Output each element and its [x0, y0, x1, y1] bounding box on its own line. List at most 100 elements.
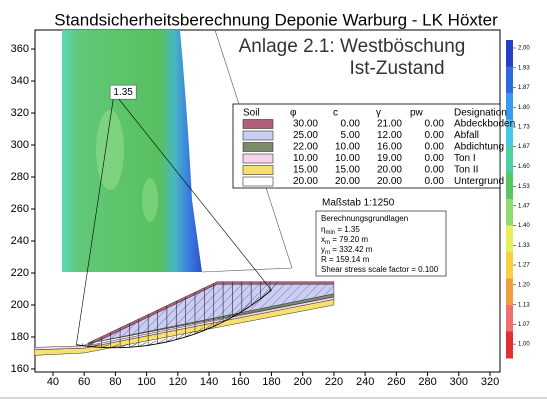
colorbar-label: 2.00 [518, 46, 530, 52]
legend-value: 22.00 [293, 142, 318, 153]
x-tick-label: 60 [78, 376, 90, 388]
legend-entry: Abfall [454, 130, 479, 141]
legend-swatch [242, 176, 274, 187]
info-line: ηmin = 1.35 [321, 225, 360, 235]
colorbar-label: 1.33 [518, 243, 530, 249]
x-tick-label: 240 [356, 376, 374, 388]
info-subscript: m [325, 240, 330, 246]
subtitle: Anlage 2.1: Westböschung [239, 36, 466, 57]
legend-header: Designation [454, 108, 507, 119]
x-tick-label: 180 [262, 376, 280, 388]
info-subscript: min [325, 230, 335, 236]
legend-entry: Abdichtung [454, 142, 504, 153]
x-tick-label: 260 [387, 376, 405, 388]
info-line: ym = 332.42 m [321, 245, 373, 255]
colorbar-label: 1.53 [518, 184, 530, 190]
slice-force [232, 309, 241, 318]
info-line: R = 159.14 m [321, 255, 370, 264]
info-symbol: Shear stress scale factor = 0.100 [321, 265, 439, 274]
colorbar-segment [506, 252, 513, 279]
legend-header: φ [290, 108, 297, 119]
slice-force [194, 327, 203, 335]
legend-value: 30.00 [293, 119, 318, 130]
slice-force [91, 343, 100, 347]
colorbar-label: 1.60 [518, 164, 530, 170]
y-tick-label: 200 [11, 299, 29, 311]
info-line: Shear stress scale factor = 0.100 [321, 265, 439, 274]
info-box [315, 210, 447, 277]
colorbar-segment [506, 146, 513, 173]
slice-force [82, 343, 91, 346]
colorbar-segment [506, 278, 513, 306]
slice-force [204, 323, 213, 331]
scale-label: Maßstab 1:1250 [322, 198, 395, 209]
info-symbol: y [321, 245, 325, 254]
y-tick-label: 340 [11, 75, 29, 87]
colorbar-label: 1.13 [518, 302, 530, 308]
slice-force [148, 340, 157, 346]
colorbar-label: 1.87 [518, 85, 530, 91]
legend-value: 15.00 [335, 165, 360, 176]
legend-value: 0.00 [425, 165, 445, 176]
factor-box [109, 84, 137, 100]
y-tick-label: 160 [11, 363, 29, 375]
info-symbol: x [321, 235, 325, 244]
legend-value: 0.00 [425, 130, 445, 141]
legend-box [232, 103, 501, 189]
legend-value: 12.00 [377, 130, 402, 141]
colorbar-segment [506, 66, 513, 94]
x-tick-label: 160 [231, 376, 249, 388]
colorbar-label: 1.67 [518, 144, 530, 150]
legend-value: 0.00 [425, 142, 445, 153]
colorbar-segment [506, 225, 513, 253]
info-subscript: m [325, 250, 330, 256]
x-tick-label: 220 [325, 376, 343, 388]
radius-line [113, 92, 272, 291]
legend-value: 16.00 [377, 142, 402, 153]
legend-value: 10.00 [335, 153, 360, 164]
y-tick-label: 240 [11, 235, 29, 247]
chart-title: Standsicherheitsberechnung Deponie Warbu… [54, 10, 498, 29]
legend-value: 5.00 [341, 130, 361, 141]
legend-entry: Untergrund [454, 176, 504, 187]
slice-force [185, 330, 194, 338]
slice-force [241, 303, 250, 312]
legend-value: 0.00 [425, 119, 445, 130]
colorbar-segment [506, 199, 513, 226]
x-tick-label: 140 [200, 376, 218, 388]
legend-swatch [242, 130, 274, 141]
legend-value: 21.00 [377, 119, 402, 130]
legend-value: 10.00 [293, 153, 318, 164]
slice-force [129, 343, 138, 348]
soil-hatch [96, 284, 334, 342]
radius-line [76, 93, 115, 345]
colorbar-label: 1.00 [518, 342, 530, 348]
colorbar-label: 1.73 [518, 125, 530, 131]
slice-force [251, 296, 260, 306]
colorbar-label: 1.07 [518, 322, 530, 328]
x-tick-label: 200 [294, 376, 312, 388]
colorbar-segment [506, 331, 513, 359]
slice-force [222, 314, 232, 323]
subtitle: Ist-Zustand [349, 58, 444, 79]
slice-force [110, 344, 119, 348]
legend-value: 25.00 [293, 130, 318, 141]
info-value: = 159.14 m [327, 255, 370, 264]
info-symbol: R [321, 255, 327, 264]
legend-value: 20.00 [377, 176, 402, 187]
x-tick-label: 40 [47, 376, 59, 388]
legend-value: 0.00 [425, 176, 445, 187]
colorbar-segment [506, 93, 513, 120]
y-tick-label: 300 [11, 139, 29, 151]
legend-value: 20.00 [377, 165, 402, 176]
colorbar-label: 1.80 [518, 105, 530, 111]
x-tick-label: 120 [169, 376, 187, 388]
factor-label: 1.35 [113, 87, 133, 98]
legend-swatch [242, 165, 274, 175]
soil-layer [87, 281, 335, 344]
legend-swatch [242, 153, 274, 164]
colorbar-label: 1.40 [518, 223, 530, 229]
slice-force [101, 344, 110, 348]
plot-frame [34, 29, 501, 373]
